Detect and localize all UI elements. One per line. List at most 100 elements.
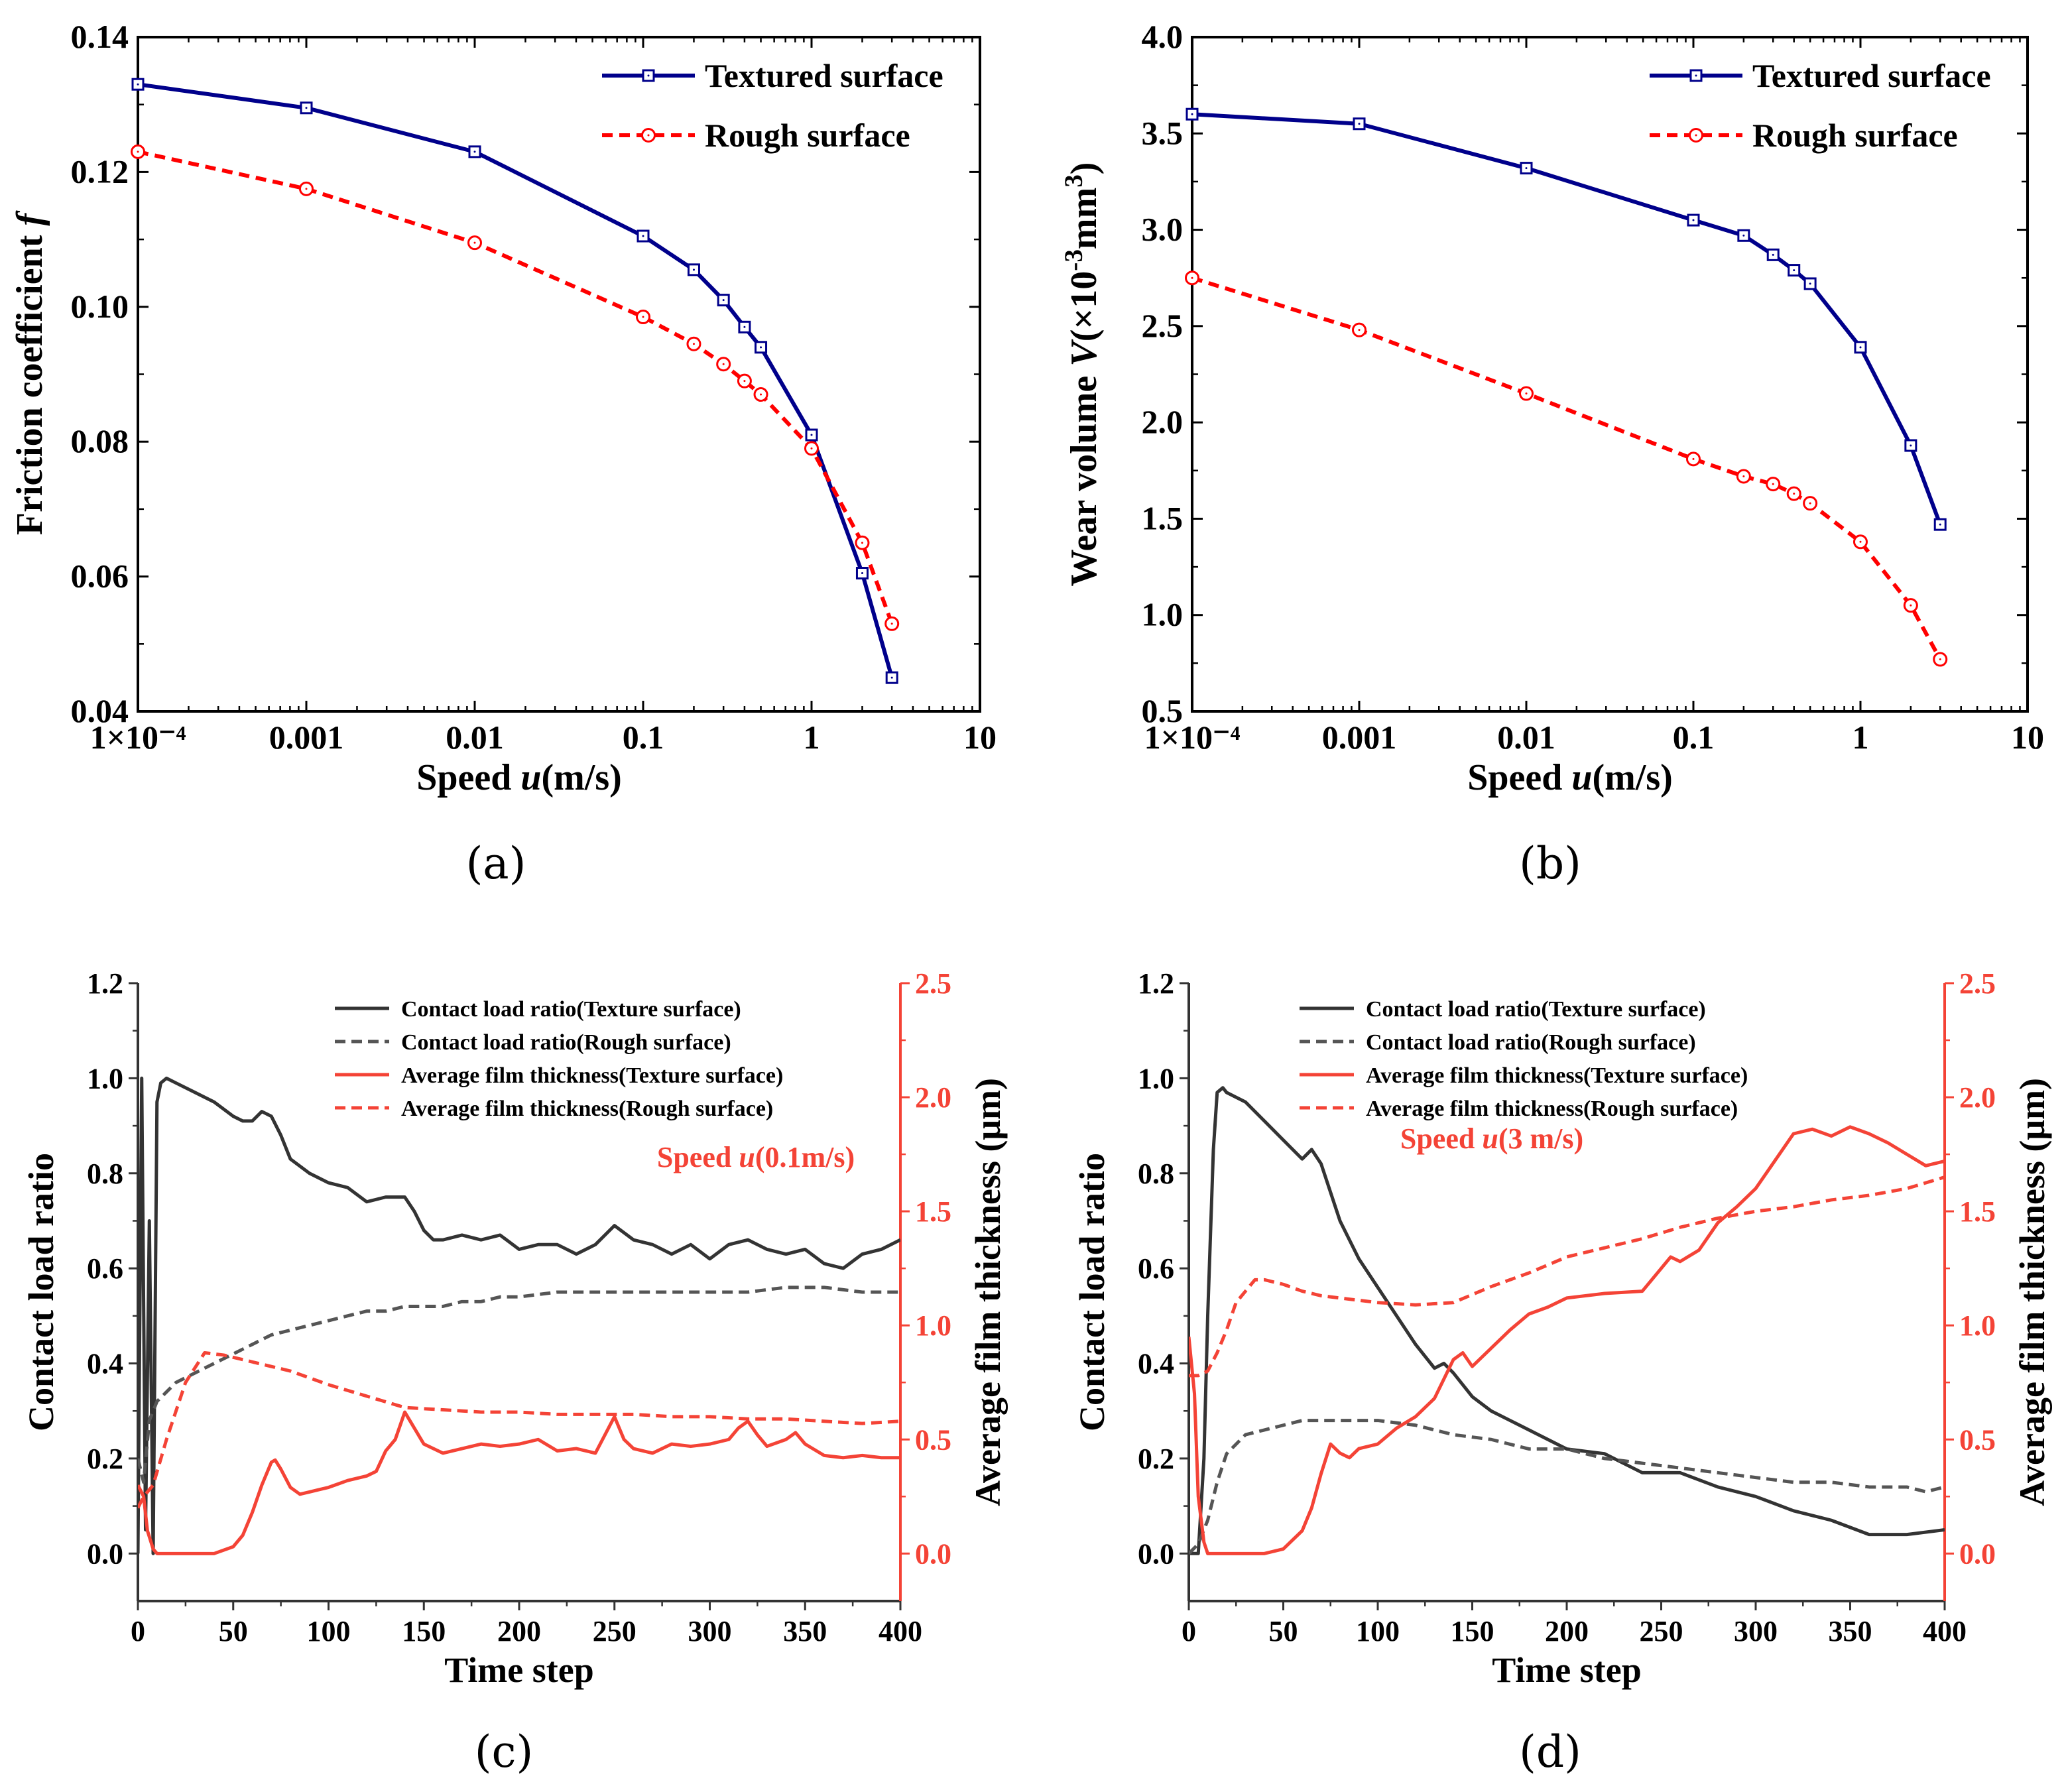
legend-label: Textured surface <box>1752 57 1991 94</box>
x-axis-label-part: Speed <box>416 757 520 798</box>
data-point-1-dot <box>861 572 863 575</box>
x-tick-label: 0.1 <box>623 719 664 756</box>
data-point-2-dot <box>642 316 644 318</box>
data-point-1-dot <box>890 676 893 679</box>
x-tick-label: 250 <box>593 1615 637 1647</box>
y-tick-label: 2.0 <box>1142 403 1184 440</box>
data-point-1-dot <box>810 434 813 436</box>
legend-marker-1-dot <box>1695 74 1697 77</box>
y-left-axis-label: Contact load ratio <box>21 1153 61 1431</box>
y-left-tick-label: 1.2 <box>87 967 123 1000</box>
y-tick-label: 3.0 <box>1142 211 1184 248</box>
x-tick-label: 300 <box>688 1615 732 1647</box>
data-point-2-dot <box>1525 392 1528 395</box>
data-point-1-dot <box>1939 523 1941 526</box>
data-point-1-dot <box>722 299 725 302</box>
x-tick-label: 10 <box>2011 719 2044 756</box>
series-group <box>131 78 900 684</box>
x-tick-label: 1 <box>1853 719 1869 756</box>
y-tick-label: 0.04 <box>71 692 129 729</box>
y-left-axis-label: Contact load ratio <box>1072 1153 1112 1431</box>
y-axis-label-part: V <box>1063 339 1105 367</box>
y-left-tick-label: 0.4 <box>87 1348 123 1380</box>
x-tick-label: 400 <box>879 1615 922 1647</box>
y-axis-label-part: 3 <box>1060 174 1088 188</box>
data-point-2-dot <box>1939 658 1941 661</box>
data-point-1-dot <box>1910 444 1912 447</box>
x-tick-label: 0 <box>131 1615 145 1647</box>
y-right-tick-label: 2.5 <box>1959 967 1996 1000</box>
legend-marker-1-dot <box>647 74 650 77</box>
x-tick-label: 350 <box>783 1615 827 1647</box>
y-axis-label-part: (×10 <box>1063 271 1105 342</box>
x-axis-label-part: u <box>520 757 541 798</box>
legend-label: Average film thickness(Texture surface) <box>401 1063 783 1088</box>
y-right-tick-label: 0.0 <box>915 1537 951 1570</box>
x-tick-label: 150 <box>402 1615 446 1647</box>
series-group <box>1185 107 1948 667</box>
data-point-1-dot <box>692 269 695 271</box>
data-point-2-dot <box>137 150 139 153</box>
panel-a: 1×10⁻⁴ 0.001 0.01 0.1 1 10 0.04 0.06 0.08 0.10 0.1… <box>9 18 997 889</box>
data-point-2-dot <box>692 343 695 345</box>
y-left-tick-label: 0.4 <box>1138 1348 1174 1380</box>
panel-caption: (d) <box>1519 1726 1581 1777</box>
speed-annotation: Speed u(0.1m/s) <box>657 1141 855 1173</box>
x-axis-label: Time step <box>444 1650 594 1690</box>
x-tick-label: 0.01 <box>1497 719 1555 756</box>
y-tick-label: 1.0 <box>1142 596 1184 633</box>
speed-annotation-part: u <box>1482 1122 1498 1155</box>
x-tick-label: 0.1 <box>1673 719 1715 756</box>
legend-label: Contact load ratio(Rough surface) <box>401 1030 731 1055</box>
x-tick-label: 50 <box>219 1615 248 1647</box>
y-axis-label-part: ) <box>1063 162 1105 175</box>
y-tick-label: 0.06 <box>71 558 129 595</box>
x-axis-label-part: u <box>1571 757 1592 798</box>
data-point-2-dot <box>722 363 725 365</box>
y-tick-label: 0.12 <box>71 152 129 190</box>
y-left-tick-label: 1.2 <box>1138 967 1174 1000</box>
panel-c: 0 50 100 150 200 250 300 350 400 0.0 0.2 0.4 0.6 0.8 1… <box>21 967 1008 1777</box>
panel-b: 1×10⁻⁴ 0.001 0.01 0.1 1 10 0.5 1.0 1.5 2.0 2.5 3.0 3… <box>1060 18 2045 889</box>
y-right-tick-label: 2.5 <box>915 967 951 1000</box>
series-line-2 <box>138 1285 900 1484</box>
x-tick-label: 1 <box>804 719 820 756</box>
speed-annotation: Speed u(3 m/s) <box>1400 1122 1583 1155</box>
speed-annotation-part: (0.1m/s) <box>755 1141 855 1173</box>
y-left-tick-label: 0.8 <box>87 1158 123 1190</box>
data-point-1-dot <box>1793 269 1795 272</box>
series-line-2 <box>137 149 894 625</box>
y-left-tick-label: 1.0 <box>87 1062 123 1095</box>
series-group <box>138 1076 900 1555</box>
y-right-tick-label: 2.0 <box>915 1081 951 1114</box>
y-left-tick-label: 0.2 <box>1138 1443 1174 1475</box>
y-right-tick-label: 1.0 <box>1959 1309 1996 1342</box>
y-axis-label: Friction coefficient f <box>9 210 50 535</box>
series-line-1 <box>1191 112 1943 526</box>
y-tick-label: 3.5 <box>1142 114 1184 151</box>
data-point-1-dot <box>1191 113 1193 115</box>
legend-label: Contact load ratio(Texture surface) <box>401 997 741 1022</box>
legend-marker-2-dot <box>1695 134 1697 137</box>
panel-d: 0 50 100 150 200 250 300 350 400 0.0 0.2 0.4 0.6 0.8 1… <box>1072 967 2052 1777</box>
x-tick-label: 300 <box>1734 1615 1778 1647</box>
y-axis-label-part: Wear volume <box>1063 367 1105 587</box>
x-tick-label: 250 <box>1640 1615 1683 1647</box>
x-tick-label: 10 <box>963 719 997 756</box>
y-tick-label: 2.5 <box>1142 307 1184 344</box>
data-point-2-dot <box>810 447 813 449</box>
data-point-2-dot <box>473 241 476 244</box>
y-left-tick-label: 0.0 <box>1138 1537 1174 1570</box>
series-line-3 <box>1189 1125 1945 1555</box>
x-axis-label-part: (m/s) <box>1593 757 1673 798</box>
speed-annotation-part: u <box>739 1141 755 1173</box>
panel-caption: (c) <box>475 1726 533 1777</box>
legend-label: Contact load ratio(Texture surface) <box>1366 997 1706 1022</box>
x-tick-label: 0.01 <box>446 719 504 756</box>
y-left-tick-label: 0.0 <box>87 1537 123 1570</box>
data-point-2-dot <box>760 393 762 396</box>
data-point-1-dot <box>473 150 476 153</box>
data-point-1-dot <box>1525 167 1528 170</box>
series-line-1 <box>137 82 894 678</box>
